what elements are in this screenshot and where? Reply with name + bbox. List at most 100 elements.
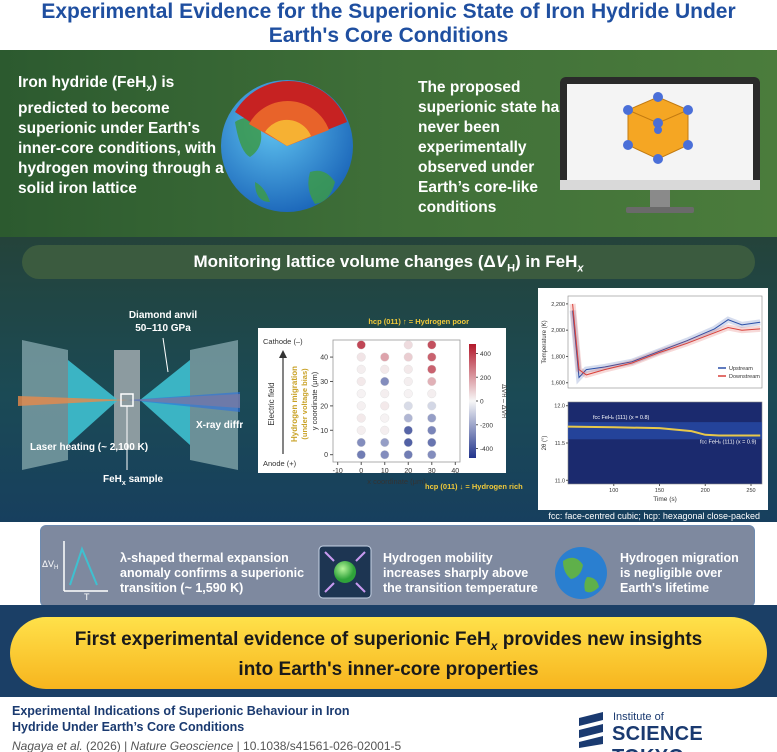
subscript: x	[490, 638, 498, 653]
legend-label: Downstream	[729, 374, 760, 380]
colorbar-label: ΔVH – ΔV̄H	[500, 384, 508, 418]
data-point	[356, 437, 366, 447]
finding: Hydrogen mobility increases sharply abov…	[383, 551, 538, 595]
text: sample	[126, 474, 164, 485]
label: FeHx sample	[103, 474, 163, 487]
plot-panel	[258, 328, 506, 473]
axis-label: T	[84, 592, 90, 600]
text: ΔV	[42, 559, 54, 569]
intro-left: Iron hydride (FeHx) is predicted to beco…	[18, 73, 233, 199]
text: ) in FeH	[515, 252, 578, 271]
plot-area	[567, 401, 763, 485]
leader-line	[162, 337, 169, 373]
y-axis-label: y coordinate (μm)	[310, 371, 319, 430]
label: 50–110 GPa	[135, 323, 191, 334]
text: | 10.1038/s41561-026-02001-5	[233, 739, 402, 752]
header: Experimental Evidence for the Superionic…	[0, 0, 777, 50]
y-tick-label: 1,600	[551, 381, 565, 387]
data-point	[380, 376, 390, 386]
text: (111) (x = 0.8)	[614, 415, 650, 421]
y-tick-label: 11.0	[555, 478, 565, 484]
text: (2026) |	[82, 739, 131, 752]
data-point	[356, 389, 366, 399]
x-tick-label: 100	[609, 488, 618, 494]
text: Iron hydride (FeH	[18, 74, 147, 91]
lambda-graph-icon: ΔVH T	[42, 541, 108, 600]
label: Laser heating (~ 2,100 K)	[30, 442, 148, 453]
logo-large: SCIENCE TOKYO	[612, 723, 704, 752]
y-tick-label: 1,800	[551, 354, 565, 360]
subscript: H	[500, 414, 506, 418]
y-tick-label: 2,200	[551, 302, 565, 308]
text: fcc FeH	[700, 440, 719, 446]
migration-label: Hydrogen migration	[290, 366, 299, 442]
data-point	[380, 437, 390, 447]
text: V	[495, 252, 508, 271]
monitor-bezel	[560, 180, 760, 190]
anvil-support	[22, 340, 68, 470]
data-point	[380, 389, 390, 399]
electrode-label: Anode (+)	[263, 459, 297, 468]
data-point	[403, 413, 413, 423]
data-point	[427, 389, 437, 399]
data-point	[403, 401, 413, 411]
inner-core	[265, 119, 311, 146]
data-point	[356, 450, 366, 460]
logo-stripes	[579, 712, 603, 748]
migration-sublabel: (under voltage bias)	[300, 368, 309, 440]
globe-icon	[555, 547, 607, 599]
series-line	[567, 425, 761, 437]
series-line	[572, 303, 761, 376]
data-point	[403, 376, 413, 386]
motion-arrows	[324, 551, 366, 593]
cube-icon	[623, 92, 693, 164]
data-point	[427, 376, 437, 386]
plot-frame	[332, 339, 461, 463]
field-arrowhead	[279, 350, 287, 358]
colorbar-tick-label: 0	[480, 399, 484, 406]
data-point	[427, 437, 437, 447]
title: Experimental Evidence for the Superionic…	[41, 0, 736, 47]
data-point	[380, 352, 390, 362]
data-point	[427, 352, 437, 362]
intro-right: The proposed superionic state has never …	[418, 79, 568, 216]
x-tick-label: 0	[359, 468, 363, 475]
data-point	[427, 413, 437, 423]
subscript: x	[719, 440, 721, 445]
continents	[235, 118, 335, 204]
data-point	[427, 401, 437, 411]
x-tick-label: 200	[701, 488, 710, 494]
globe	[555, 547, 607, 599]
data-point	[380, 364, 390, 374]
x-tick-label: 40	[451, 468, 459, 475]
data-point	[403, 340, 413, 350]
plot-area	[567, 295, 763, 389]
monitor-neck	[650, 190, 670, 208]
colorbar-tick-label: -200	[480, 422, 493, 429]
mobility-icon	[318, 545, 372, 599]
y-axis-label: 2θ (°)	[542, 436, 548, 451]
finding: λ-shaped thermal expansion anomaly confi…	[120, 551, 305, 595]
paper-title: Experimental Indications of Superionic B…	[12, 704, 350, 734]
diamond	[68, 360, 118, 445]
label: X-ray diffraction	[196, 420, 243, 431]
legend-label: Upstream	[729, 366, 753, 372]
colorbar	[469, 344, 476, 458]
colorbar-tick-label: -400	[480, 446, 493, 453]
footer	[0, 697, 777, 752]
data-point	[403, 389, 413, 399]
annotation: fcc FeHx (111) (x = 0.9)	[700, 440, 757, 446]
y-tick-label: 30	[320, 379, 328, 386]
laser-beam	[18, 396, 128, 406]
annotation: fcc FeHx (111) (x = 0.8)	[593, 415, 650, 421]
x-tick-label: 30	[428, 468, 436, 475]
text: ΔV	[500, 384, 507, 394]
text: Monitoring lattice volume changes (Δ	[193, 252, 496, 271]
data-point	[403, 364, 413, 374]
text: ) is predicted to become superionic unde…	[18, 74, 224, 198]
monitor-stand	[626, 207, 694, 213]
y-tick-label: 12.0	[554, 404, 565, 410]
y-tick-label: 2,000	[551, 328, 565, 334]
data-point	[427, 340, 437, 350]
text: FeH	[103, 474, 122, 485]
